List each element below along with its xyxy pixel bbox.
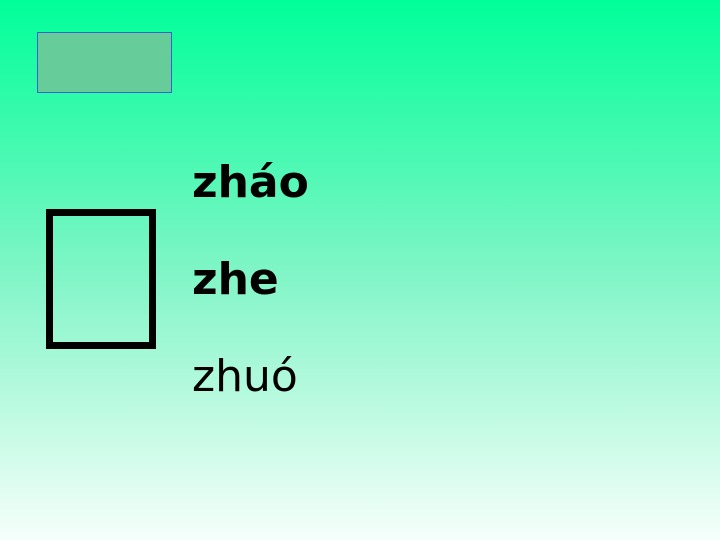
reading-3: zhuó	[192, 347, 298, 407]
reading-1: zháo	[192, 153, 309, 213]
reading-2: zhe	[192, 250, 279, 310]
title-box	[37, 32, 172, 93]
reading-3-pinyin: zhuó	[192, 351, 298, 402]
main-character-box	[46, 209, 156, 349]
reading-1-pinyin: zháo	[192, 157, 309, 208]
reading-2-pinyin: zhe	[192, 254, 279, 305]
